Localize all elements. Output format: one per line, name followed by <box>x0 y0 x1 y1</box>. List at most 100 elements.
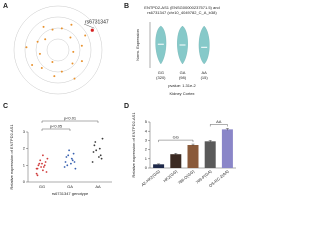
comparison-label: p<0.05 <box>50 124 63 129</box>
bracket <box>210 124 228 127</box>
x-tick-label: AA <box>201 70 207 75</box>
bar <box>204 141 216 168</box>
point <box>51 28 54 31</box>
point <box>51 60 54 63</box>
subtitle: rs6731347 (chr10_4049782_C_A_b38) <box>147 10 217 15</box>
error-bar <box>157 163 161 165</box>
bar <box>187 145 199 168</box>
comparison-label: AA <box>216 119 222 124</box>
error-bar <box>208 140 212 143</box>
y-tick-label: 3 <box>145 137 148 142</box>
point <box>95 149 98 152</box>
y-label: Relative expression of ENTPD2-AS1 <box>9 124 14 190</box>
arrow <box>83 23 95 29</box>
y-tick-label: 4 <box>145 128 148 133</box>
point <box>41 162 43 165</box>
y-tick-label: 1 <box>145 156 148 161</box>
point <box>100 157 103 160</box>
point <box>65 156 68 158</box>
comparison-label: GG <box>173 135 179 140</box>
point <box>42 25 45 28</box>
point <box>66 164 69 167</box>
point <box>42 166 45 168</box>
y-tick-label: 1 <box>23 162 26 167</box>
point <box>25 46 28 49</box>
point <box>74 167 77 170</box>
x-label: Kidney Cortex <box>169 91 194 96</box>
point <box>98 156 100 158</box>
point <box>70 23 73 26</box>
panel-label: C <box>3 103 8 110</box>
point <box>73 77 76 80</box>
x-tick-label: AA <box>95 184 101 189</box>
point <box>31 63 34 66</box>
panel-label: D <box>124 103 129 110</box>
point <box>35 167 38 170</box>
point <box>36 40 39 43</box>
point <box>39 159 42 162</box>
y-tick-label: 3 <box>23 129 26 134</box>
point <box>67 154 70 157</box>
bar <box>170 154 182 168</box>
polar-grid <box>13 5 103 95</box>
point <box>44 161 47 163</box>
y-tick-label: 2 <box>145 147 148 152</box>
x-tick-label: GA <box>67 184 73 189</box>
x-tick-label: GA <box>180 70 186 75</box>
y-tick-label: 2 <box>23 146 26 151</box>
point <box>72 50 75 53</box>
annotation: pvalue: 1.31e-2 <box>168 83 196 88</box>
point <box>73 161 76 163</box>
point <box>71 62 74 65</box>
point <box>98 147 101 150</box>
count-label: (15) <box>201 75 209 80</box>
violin <box>155 25 167 65</box>
bracket <box>41 128 71 131</box>
point <box>64 161 67 163</box>
point <box>68 149 70 152</box>
x-tick-label: A2-HK2(GG) <box>140 168 161 187</box>
point <box>72 152 75 155</box>
y-tick-label: 0 <box>23 179 26 184</box>
point <box>35 172 38 175</box>
panel-label: A <box>3 3 8 10</box>
point <box>40 166 42 168</box>
title: ENTPD2-AS1 (ENSG00000237571.5) and <box>144 5 219 10</box>
panel-label: B <box>124 3 129 10</box>
point <box>46 157 49 160</box>
y-label: Norm. Expression <box>135 29 140 61</box>
point <box>60 27 63 30</box>
point <box>90 28 94 32</box>
x-label: rs6731347 genotype <box>52 191 89 196</box>
point <box>70 157 73 160</box>
point <box>36 174 39 177</box>
error-bar <box>225 128 229 131</box>
point <box>91 161 94 163</box>
point <box>92 151 95 153</box>
y-label: Relative expression of ENTPD2-AS1 <box>131 112 136 178</box>
bar <box>221 129 233 168</box>
count-label: (320) <box>156 75 166 80</box>
y-tick-label: 0 <box>145 165 148 170</box>
point <box>80 60 83 63</box>
count-label: (98) <box>179 75 187 80</box>
point <box>60 70 63 73</box>
point <box>94 141 97 143</box>
comparison-label: p<0.01 <box>64 116 77 121</box>
point <box>84 34 87 37</box>
x-tick-label: GG <box>39 184 45 189</box>
annotation: rs6731347 <box>85 19 109 25</box>
violin <box>198 25 210 65</box>
x-tick-label: GG <box>158 70 164 75</box>
bracket <box>158 139 194 143</box>
error-bar <box>174 153 178 156</box>
figure: A B C D rs6731347 ENTPD2-AS1 (ENSG0000023… <box>3 3 236 196</box>
point <box>63 166 66 168</box>
point <box>40 66 43 69</box>
point <box>45 171 48 173</box>
point <box>37 164 40 167</box>
error-bar <box>191 143 195 146</box>
point <box>99 154 102 157</box>
point <box>43 164 46 167</box>
point <box>71 159 74 162</box>
